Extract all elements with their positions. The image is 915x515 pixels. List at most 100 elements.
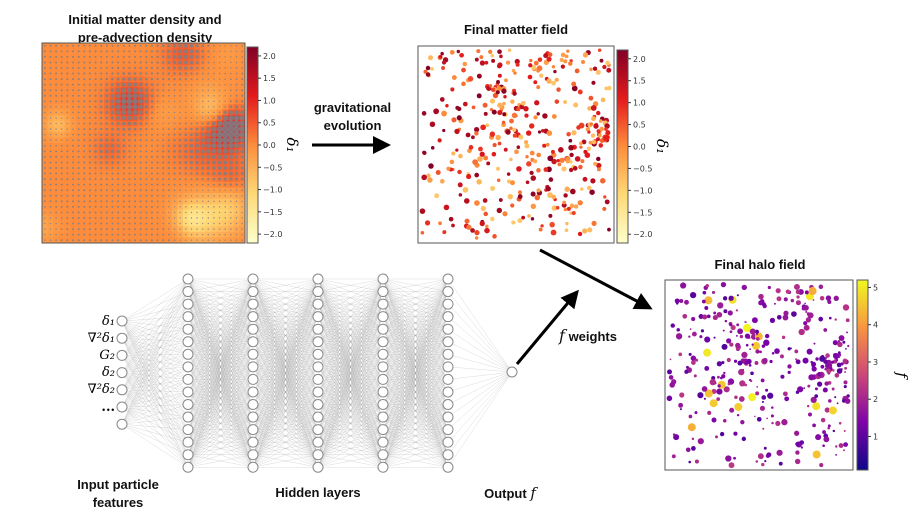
particle-dot [201,55,205,59]
connection [252,291,319,393]
matter-particle [586,185,592,191]
connection [382,404,449,455]
hidden-node [182,323,194,335]
connection [317,316,384,468]
connection [317,366,384,393]
particle-dot [178,43,183,48]
halo [720,281,727,288]
particle-dot [202,106,204,108]
particle-dot [179,239,181,241]
matter-particle [565,221,569,226]
connection [382,404,449,430]
connection [252,291,319,443]
connection [121,303,189,408]
particle-dot [189,138,194,142]
halo [704,296,713,305]
matter-particle [563,59,568,64]
connection [317,366,384,430]
connection [252,278,319,317]
connection [382,391,449,443]
particle-dot [189,49,194,54]
particle-dot [139,233,142,236]
halo [828,399,832,403]
particle-dot [44,217,46,219]
particle-dot [156,189,159,192]
connection [252,354,319,443]
connection [187,379,254,443]
particle-dot [100,233,103,236]
connection [382,303,449,355]
particle-dot [230,222,232,225]
connection [187,303,254,368]
connection [382,291,449,393]
connection [382,354,449,430]
halo [739,334,744,339]
particle-dot [156,100,159,103]
particle-dot [122,66,125,70]
connection [317,278,384,305]
input-node [116,401,128,413]
particle-dot [234,155,239,159]
connection [382,366,449,418]
connection [382,278,449,305]
particle-dot [167,144,171,147]
matter-particle [579,187,584,191]
particle-dot [218,211,221,214]
particle-dot [184,138,188,142]
connection [447,371,513,380]
halo [820,364,825,369]
connection [317,328,384,342]
particle-dot [100,183,103,186]
hidden-node [312,286,324,298]
connection [187,303,254,380]
matter-particle [515,62,520,67]
halo [761,462,765,467]
connection [317,379,384,393]
matter-particle [477,156,483,162]
matter-particle [456,49,461,54]
halo [805,321,808,324]
connection [317,341,384,430]
halo [843,359,848,364]
connection [252,278,319,292]
connection [317,366,384,468]
connection [317,391,384,430]
halo [836,362,842,368]
particle-dot [139,122,143,126]
connection [252,379,319,393]
connection [187,303,254,393]
connection [382,278,449,468]
particle-dot [66,111,69,114]
particle-dot [43,200,46,203]
particle-dot [94,94,97,97]
connection [121,320,189,430]
particle-dot [173,239,176,242]
particle-dot [223,177,227,181]
matter-particle [599,58,604,63]
particle-dot [139,222,142,225]
particle-dot [100,72,103,75]
hidden-node [247,311,259,323]
matter-particle [446,166,451,171]
particle-dot [201,166,205,170]
particle-dot [117,172,120,175]
matter-particle [441,60,447,65]
connection [252,329,319,455]
connection [382,303,449,430]
connection [252,329,319,405]
particle-dot [94,239,97,242]
connection [382,379,449,443]
particle-dot [138,104,144,110]
hidden-node [247,436,259,448]
connection [317,329,384,468]
matter-particle [607,227,611,232]
connection [317,341,384,405]
particle-dot [156,200,159,203]
matter-particle [496,166,501,171]
particle-dot [201,72,204,75]
connection [382,316,449,380]
matter-particle [488,84,493,88]
connection [187,354,254,380]
particle-dot [184,66,188,70]
matter-particle [468,145,474,150]
